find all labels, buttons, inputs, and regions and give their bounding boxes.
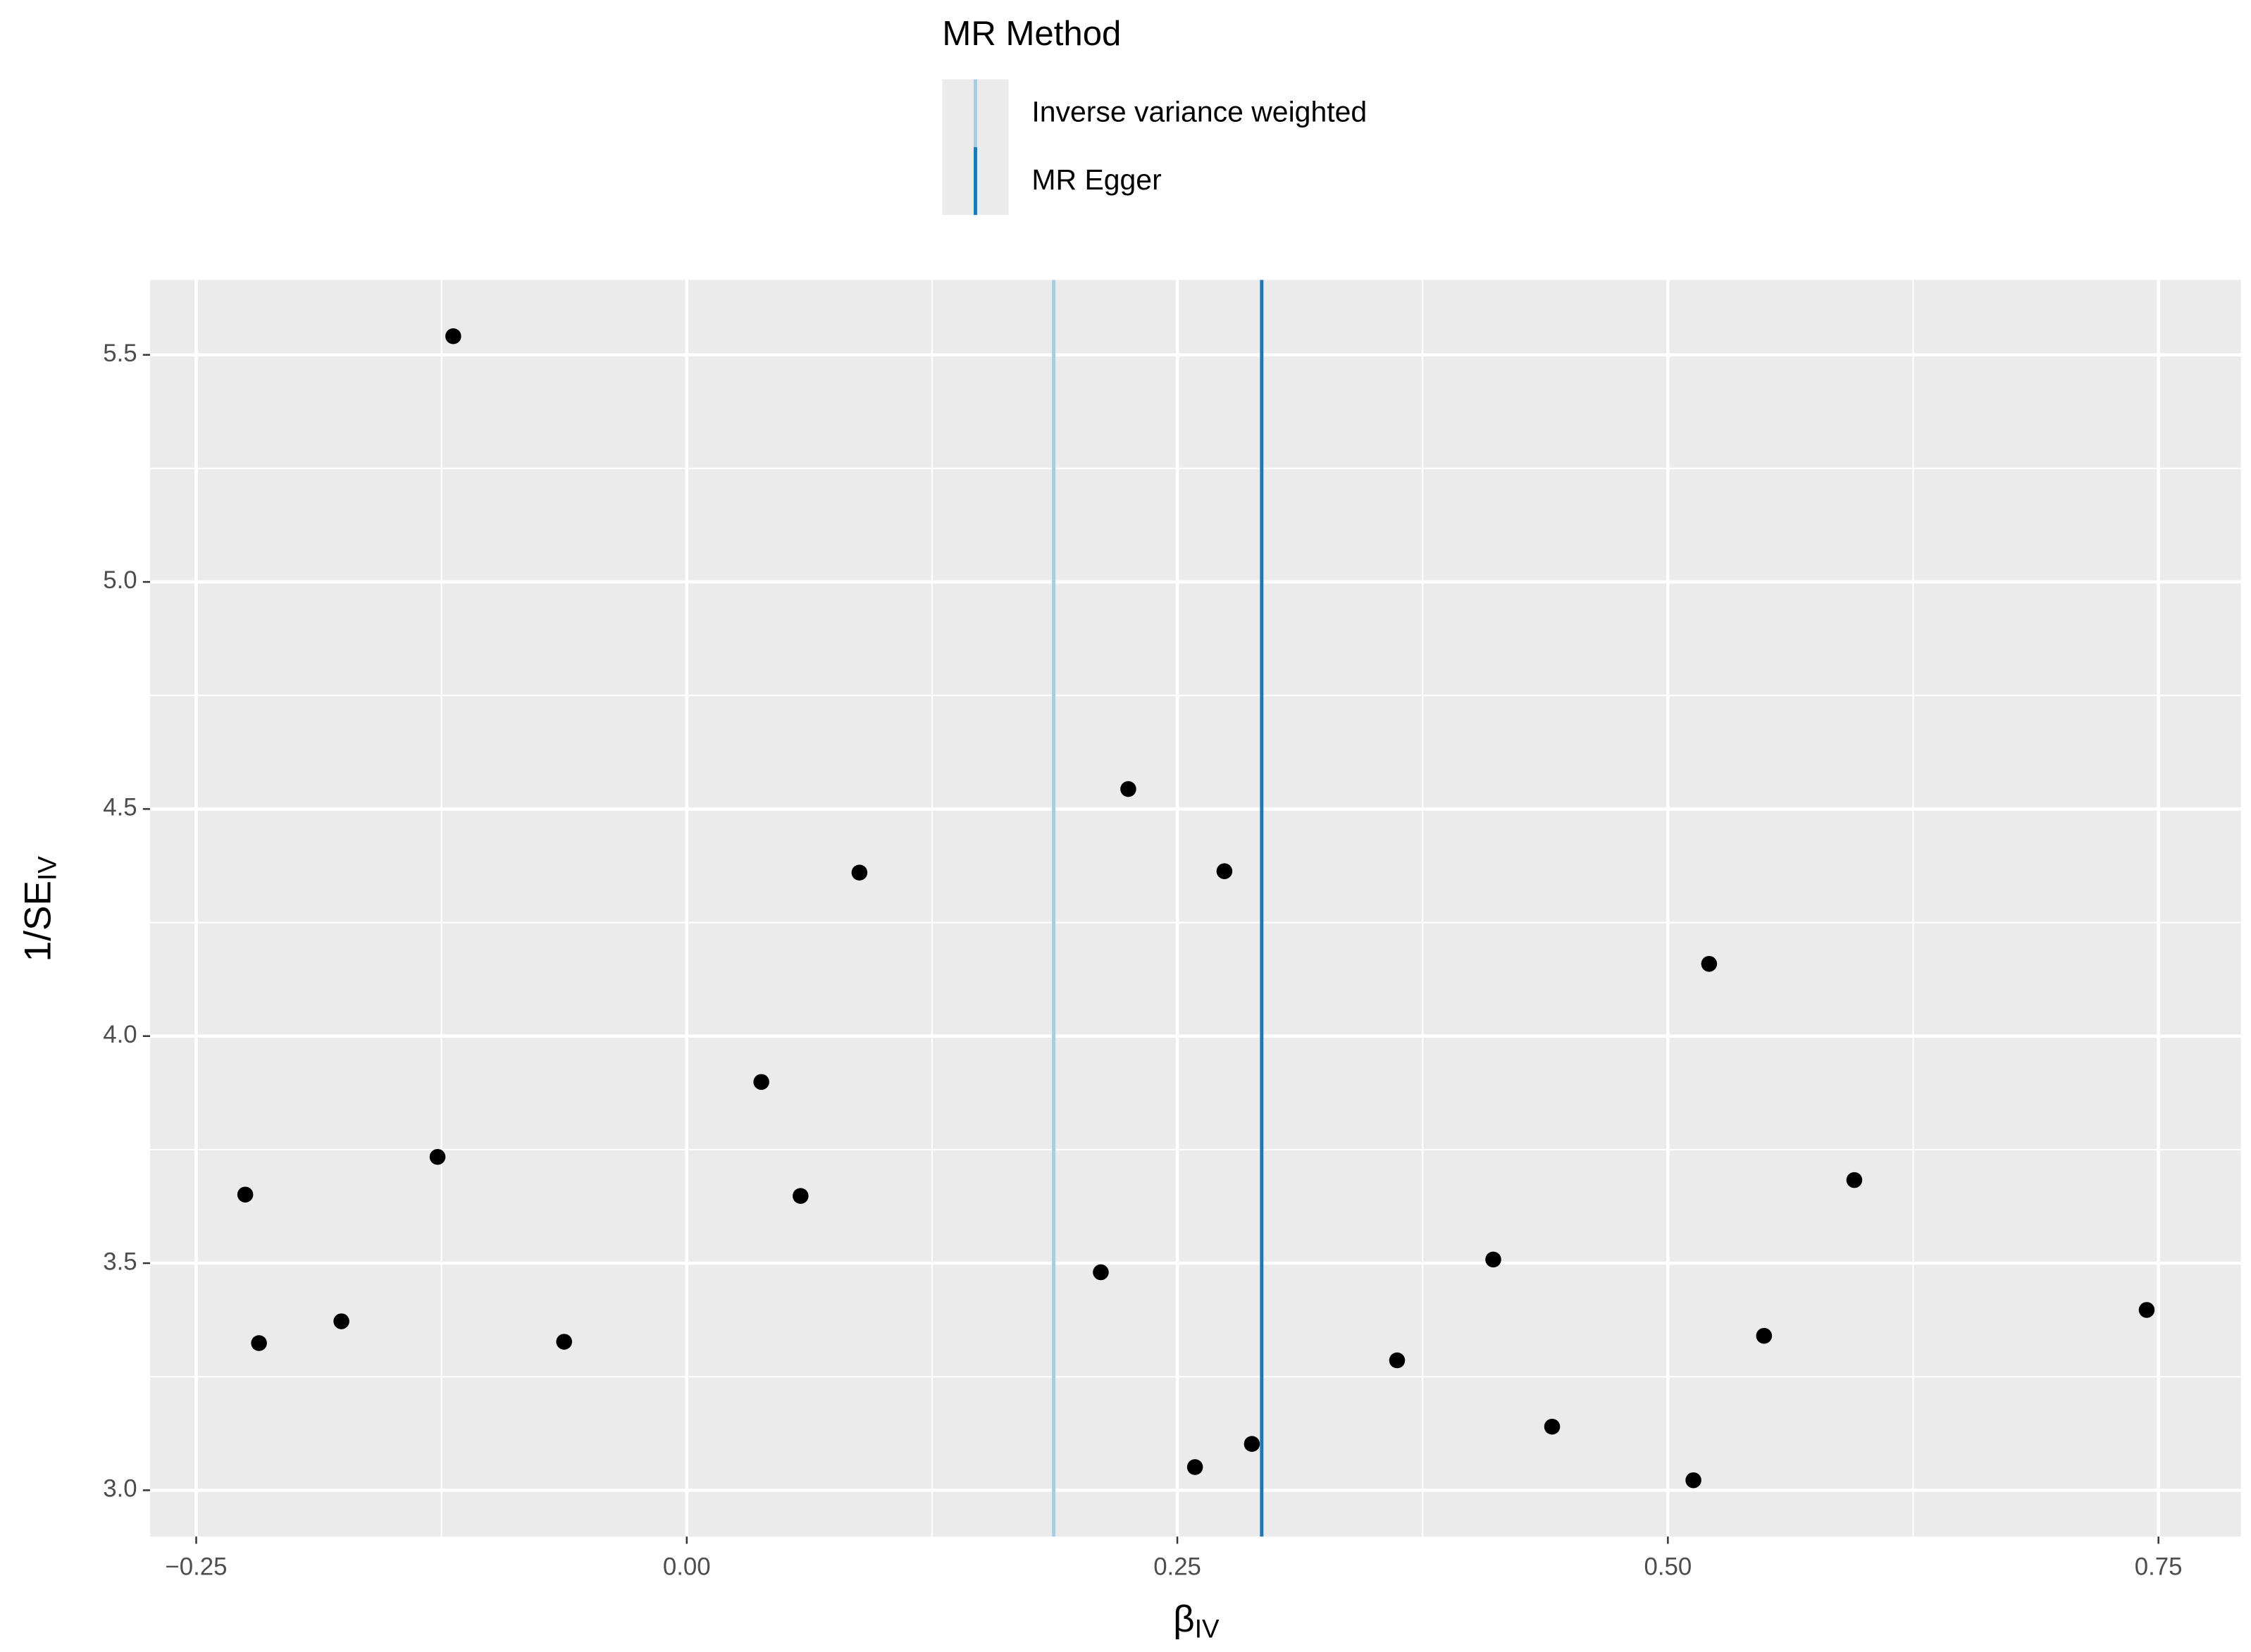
x-axis-title: βIV bbox=[1173, 1598, 1220, 1643]
x-tick-label: 0.75 bbox=[2135, 1553, 2183, 1580]
point bbox=[251, 1335, 267, 1351]
point bbox=[1186, 1459, 1203, 1475]
y-tick-label: 5.0 bbox=[103, 566, 137, 594]
legend-label: MR Egger bbox=[1031, 163, 1161, 196]
point bbox=[1756, 1327, 1773, 1344]
point bbox=[333, 1313, 349, 1329]
x-tick-label: 0.00 bbox=[663, 1553, 711, 1580]
y-axis-title-main: 1/SE bbox=[17, 881, 58, 962]
legend-label: Inverse variance weighted bbox=[1031, 96, 1367, 128]
point bbox=[429, 1148, 446, 1165]
point bbox=[1120, 781, 1136, 797]
point bbox=[1216, 863, 1233, 879]
x-tick-label: 0.25 bbox=[1153, 1553, 1201, 1580]
x-tick-label: −0.25 bbox=[165, 1553, 227, 1580]
point bbox=[1846, 1172, 1863, 1188]
point bbox=[1244, 1436, 1260, 1452]
point bbox=[793, 1188, 809, 1204]
y-axis-title: 1/SEIV bbox=[17, 856, 61, 962]
point bbox=[1685, 1472, 1701, 1489]
point bbox=[1389, 1352, 1406, 1369]
y-axis-title-sub: IV bbox=[32, 856, 61, 881]
point bbox=[237, 1186, 254, 1203]
point bbox=[1544, 1418, 1561, 1435]
panel bbox=[150, 280, 2241, 1537]
point bbox=[851, 864, 868, 881]
x-axis-title-sub: IV bbox=[1195, 1614, 1220, 1643]
x-axis-title-main: β bbox=[1173, 1598, 1195, 1640]
y-tick-label: 4.0 bbox=[103, 1021, 137, 1048]
legend-title: MR Method bbox=[942, 15, 1121, 53]
point bbox=[556, 1334, 572, 1350]
point bbox=[753, 1074, 769, 1091]
x-tick-label: 0.50 bbox=[1644, 1553, 1692, 1580]
point bbox=[2138, 1302, 2155, 1318]
y-tick-label: 3.0 bbox=[103, 1475, 137, 1503]
y-tick-label: 4.5 bbox=[103, 794, 137, 821]
point bbox=[1093, 1264, 1109, 1281]
point bbox=[1701, 955, 1718, 972]
y-tick-label: 3.5 bbox=[103, 1248, 137, 1275]
point bbox=[1485, 1251, 1501, 1268]
point bbox=[445, 328, 461, 344]
y-tick-label: 5.5 bbox=[103, 340, 137, 367]
grid bbox=[150, 280, 2241, 1537]
